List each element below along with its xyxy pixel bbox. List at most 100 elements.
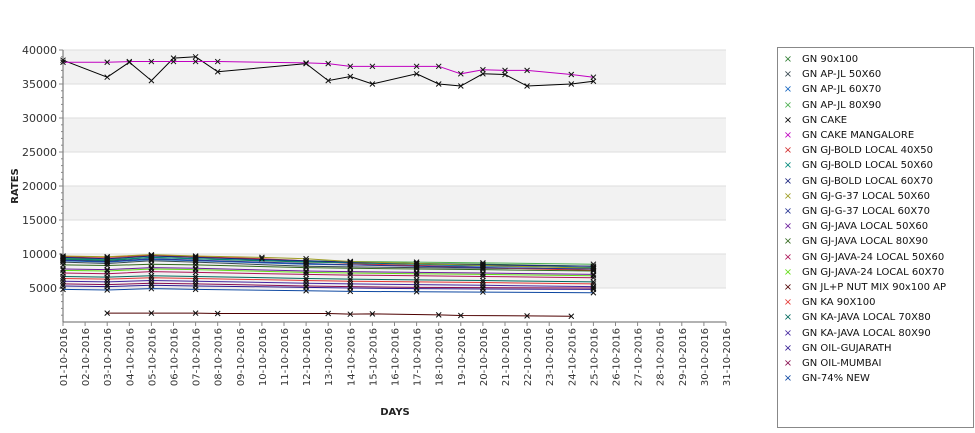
series-line bbox=[107, 312, 572, 317]
legend-marker-icon: × bbox=[783, 160, 793, 172]
legend-item: × GN-74% NEW bbox=[778, 371, 973, 386]
x-tick-label: 15-10-2016 bbox=[368, 328, 379, 386]
data-point bbox=[148, 251, 155, 258]
x-tick-label: 26-10-2016 bbox=[612, 328, 623, 386]
data-point bbox=[104, 274, 111, 280]
legend-label: GN GJ-G-37 LOCAL 60X70 bbox=[802, 206, 930, 217]
x-tick-label: 21-10-2016 bbox=[501, 328, 512, 386]
x-tick-label: 18-10-2016 bbox=[435, 328, 446, 386]
x-tick-label: 03-10-2016 bbox=[103, 328, 114, 386]
legend-label: GN GJ-BOLD LOCAL 40X50 bbox=[802, 145, 933, 157]
data-point bbox=[590, 279, 597, 285]
x-tick-label: 07-10-2016 bbox=[192, 328, 203, 386]
data-point bbox=[413, 276, 420, 283]
data-point bbox=[192, 273, 199, 280]
legend-item: × GN GJ-BOLD LOCAL 40X50 bbox=[778, 143, 973, 158]
data-point bbox=[480, 70, 486, 77]
data-point bbox=[104, 74, 111, 81]
data-point bbox=[568, 71, 575, 78]
data-point bbox=[192, 281, 199, 287]
legend-item: × GN GJ-BOLD LOCAL 60X70 bbox=[778, 174, 973, 189]
data-point bbox=[60, 286, 66, 293]
legend-item: × GN GJ-JAVA-24 LOCAL 60X70 bbox=[778, 265, 973, 280]
data-point bbox=[259, 255, 265, 262]
x-tick-label: 30-10-2016 bbox=[700, 328, 711, 386]
data-point bbox=[148, 285, 155, 292]
x-tick-label: 27-10-2016 bbox=[634, 328, 645, 386]
data-point bbox=[347, 270, 354, 276]
legend-marker-icon: × bbox=[783, 236, 793, 248]
y-tick-label: 5000 bbox=[29, 282, 57, 295]
data-point bbox=[192, 257, 199, 263]
data-point bbox=[480, 289, 486, 295]
legend-label: GN OIL-GUJARATH bbox=[802, 342, 892, 354]
data-point bbox=[104, 253, 111, 260]
legend-marker-icon: × bbox=[783, 130, 793, 141]
data-point bbox=[347, 73, 354, 80]
data-point bbox=[347, 265, 354, 272]
data-point bbox=[413, 288, 420, 295]
legend-marker-icon: × bbox=[783, 175, 793, 187]
data-point bbox=[214, 58, 221, 65]
legend-marker-icon: × bbox=[783, 251, 793, 263]
data-point bbox=[104, 268, 111, 274]
legend-label: GN AP-JL 50X60 bbox=[802, 69, 882, 81]
y-tick-label: 20000 bbox=[22, 180, 57, 193]
data-point bbox=[104, 266, 111, 273]
legend-label: GN AP-JL 80X90 bbox=[802, 99, 882, 111]
data-point bbox=[60, 253, 66, 259]
data-point bbox=[590, 266, 597, 272]
data-point bbox=[413, 70, 420, 77]
data-point bbox=[413, 270, 420, 277]
legend-marker-icon: × bbox=[783, 358, 793, 369]
legend-label: GN 90x100 bbox=[802, 54, 859, 65]
data-point bbox=[413, 284, 420, 291]
data-point bbox=[457, 312, 464, 319]
legend-marker-icon: × bbox=[783, 221, 793, 233]
data-point bbox=[60, 262, 66, 268]
data-point bbox=[303, 275, 309, 282]
x-tick-label: 28-10-2016 bbox=[656, 328, 667, 386]
legend-marker-icon: × bbox=[783, 282, 793, 293]
data-point bbox=[192, 262, 199, 268]
legend-item: × GN CAKE MANGALORE bbox=[778, 128, 973, 143]
data-point bbox=[480, 264, 486, 271]
data-point bbox=[480, 284, 486, 291]
x-tick-label: 31-10-2016 bbox=[722, 328, 733, 386]
data-point bbox=[590, 285, 597, 291]
legend-item: × GN GJ-JAVA LOCAL 50X60 bbox=[778, 219, 973, 234]
legend-label: GN AP-JL 60X70 bbox=[802, 84, 882, 96]
data-point bbox=[303, 255, 309, 262]
x-tick-label: 29-10-2016 bbox=[678, 328, 689, 386]
data-point bbox=[148, 266, 155, 272]
legend-item: × GN JL+P NUT MIX 90x100 AP bbox=[778, 280, 973, 295]
x-tick-label: 17-10-2016 bbox=[413, 328, 424, 386]
data-point bbox=[104, 262, 111, 269]
data-point bbox=[303, 287, 309, 294]
legend-label: GN-74% NEW bbox=[802, 373, 870, 385]
legend-marker-icon: × bbox=[783, 69, 793, 81]
legend-marker-icon: × bbox=[783, 312, 793, 324]
data-point bbox=[524, 83, 530, 89]
x-tick-label: 19-10-2016 bbox=[457, 328, 468, 386]
data-point bbox=[325, 60, 332, 67]
legend-item: × GN 90x100 bbox=[778, 52, 973, 67]
x-tick-label: 05-10-2016 bbox=[147, 328, 158, 386]
data-point bbox=[325, 77, 332, 84]
data-point bbox=[192, 286, 199, 293]
legend-item: × GN OIL-GUJARATH bbox=[778, 341, 973, 356]
data-point bbox=[347, 283, 354, 290]
grid-band bbox=[63, 118, 726, 152]
series-line bbox=[62, 254, 594, 269]
x-tick-label: 11-10-2016 bbox=[280, 328, 291, 386]
x-tick-label: 23-10-2016 bbox=[545, 328, 556, 386]
x-tick-label: 22-10-2016 bbox=[523, 328, 534, 386]
data-point bbox=[347, 63, 354, 70]
data-point bbox=[60, 281, 66, 287]
legend-item: × GN GJ-G-37 LOCAL 60X70 bbox=[778, 204, 973, 219]
legend-marker-icon: × bbox=[783, 327, 793, 339]
data-point bbox=[104, 258, 111, 265]
legend-label: GN KA-JAVA LOCAL 80X90 bbox=[802, 327, 931, 339]
data-point bbox=[524, 67, 530, 74]
